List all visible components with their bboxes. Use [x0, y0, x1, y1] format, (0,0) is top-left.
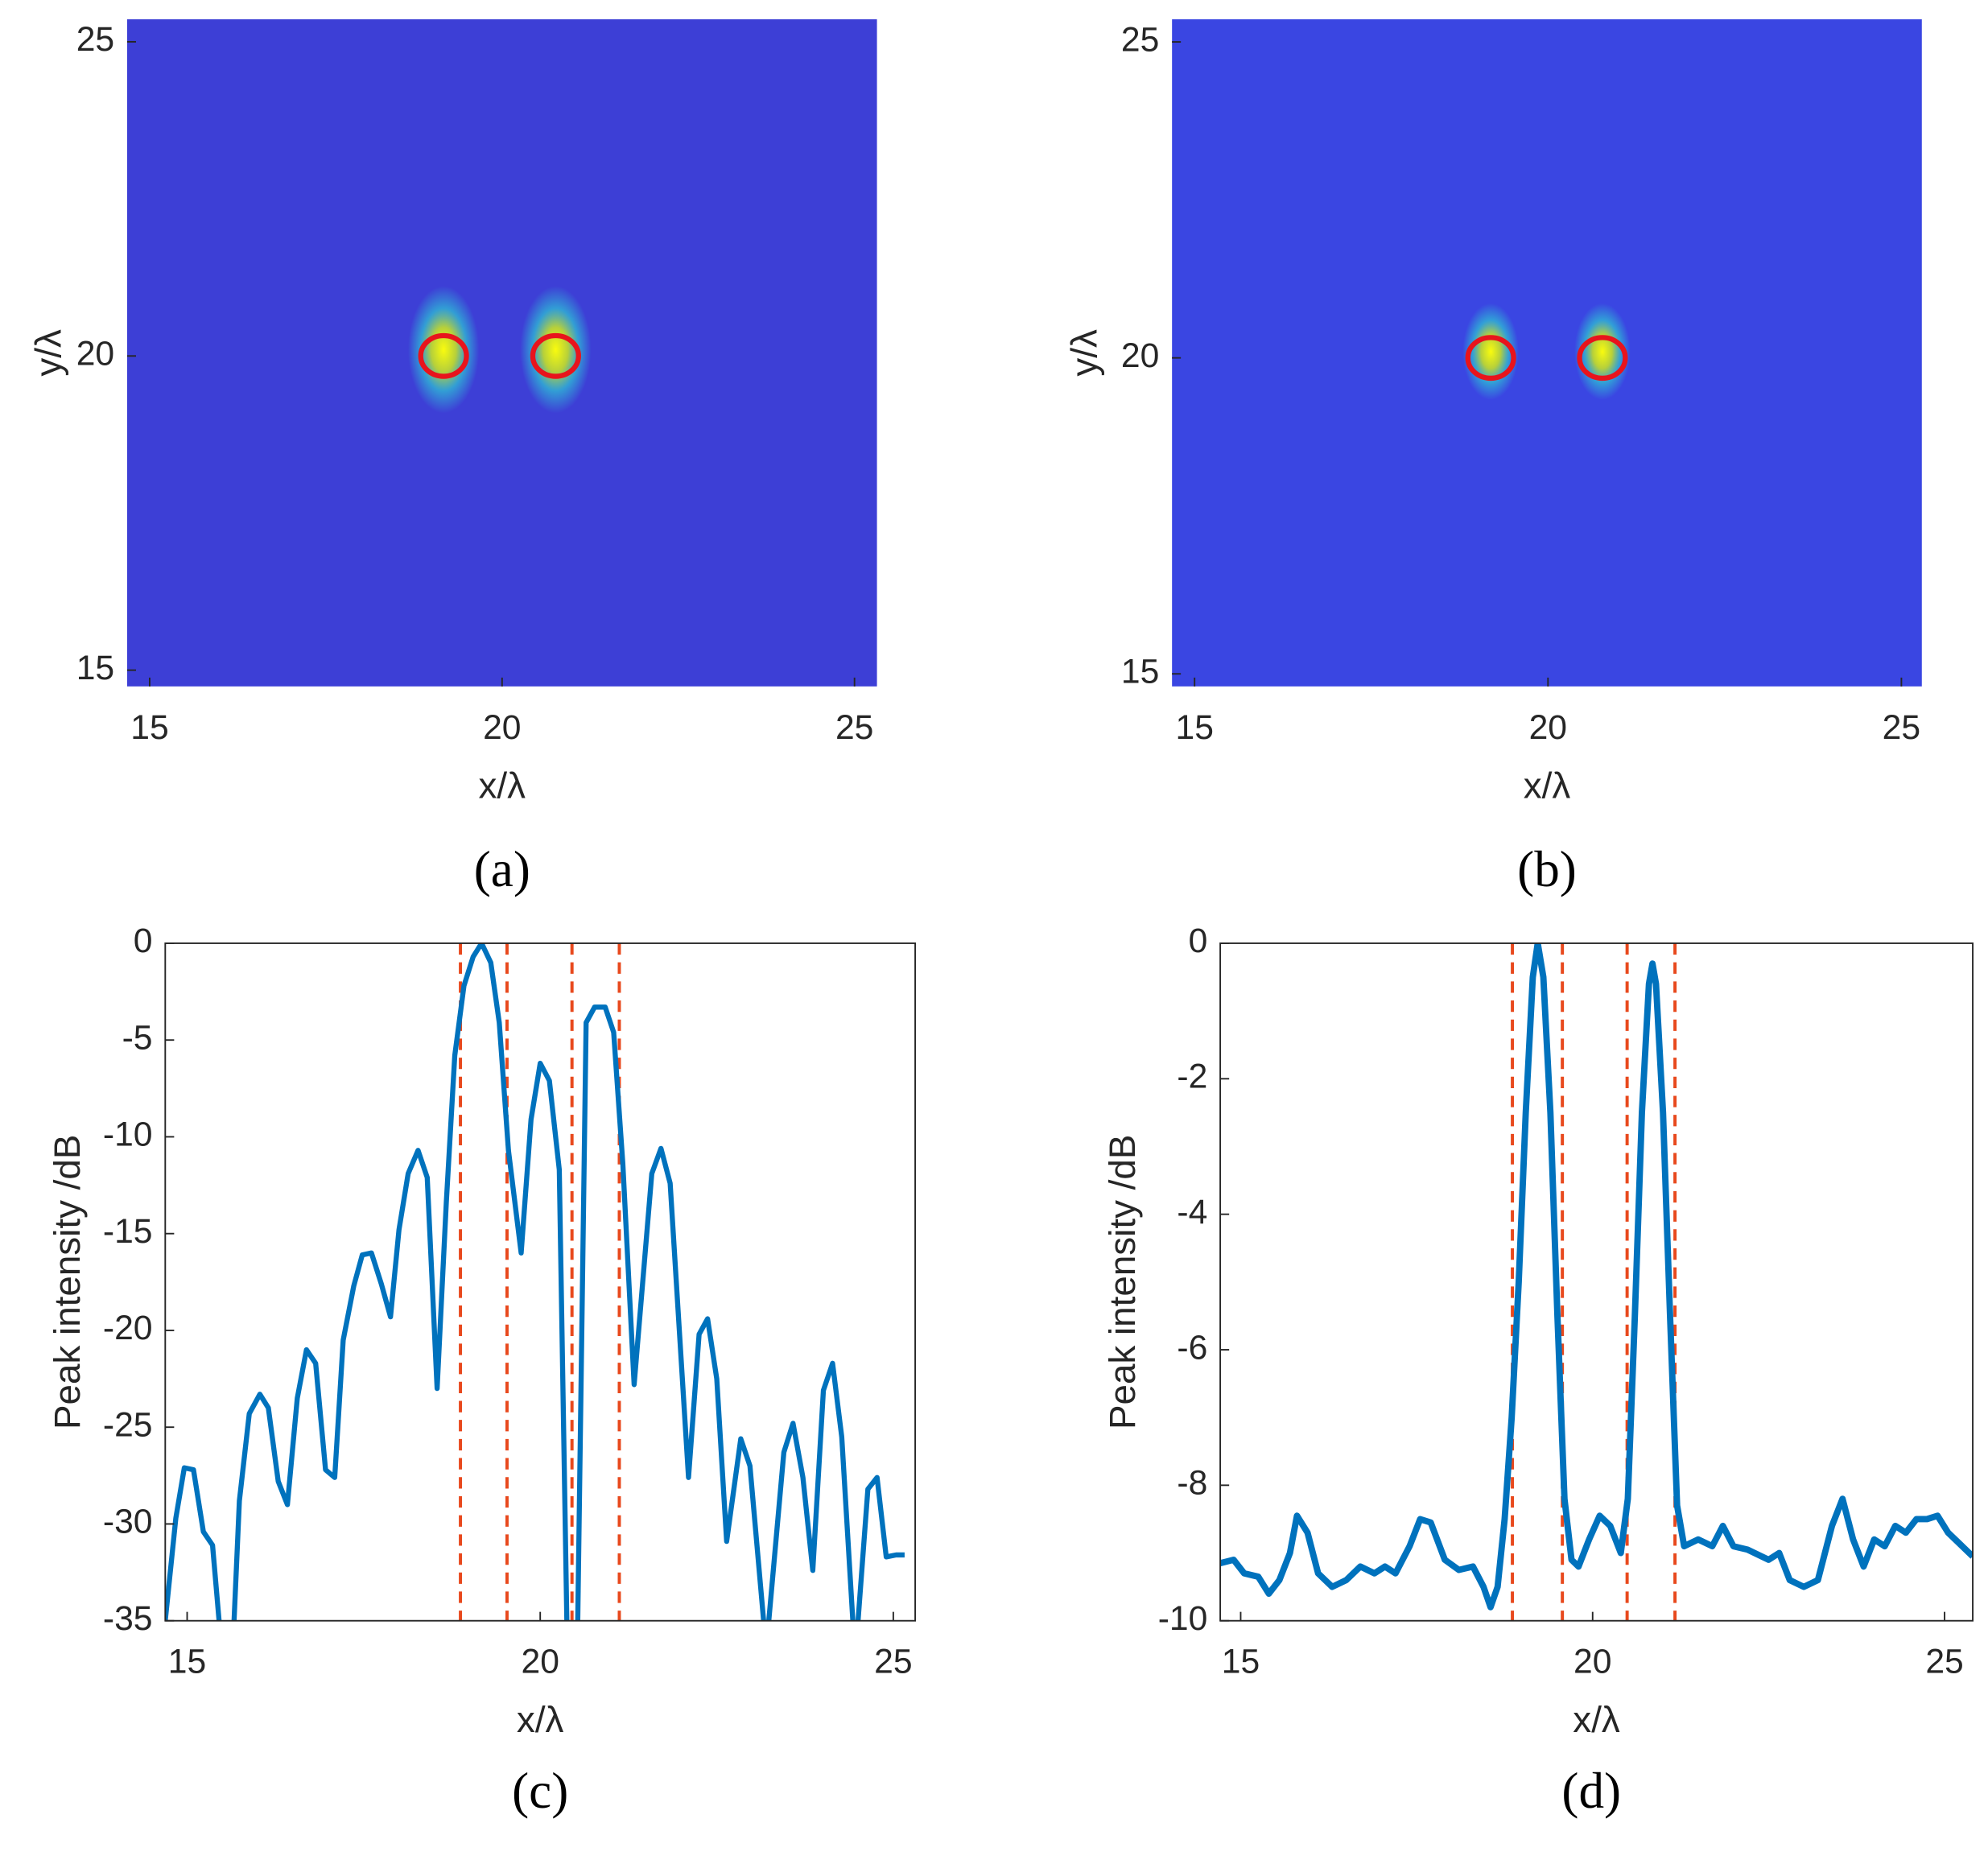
x-tick-label: 20 — [521, 1643, 559, 1681]
x-axis-label: x/λ — [517, 1699, 564, 1740]
y-tick-label: -20 — [103, 1309, 153, 1347]
y-tick-label: -15 — [103, 1212, 153, 1251]
panel-label: (a) — [474, 841, 530, 897]
y-tick-label: 20 — [1121, 336, 1159, 375]
panel-label: (b) — [1517, 841, 1577, 897]
x-tick-label: 15 — [130, 708, 168, 747]
x-tick-label: 15 — [1222, 1643, 1260, 1681]
y-tick-label: 0 — [134, 922, 153, 960]
x-tick-label: 25 — [1883, 708, 1920, 747]
x-tick-label: 25 — [835, 708, 873, 747]
plot-area — [165, 942, 916, 1621]
plot-area — [1172, 19, 1922, 687]
heatmap-background — [1172, 19, 1922, 687]
y-tick-label: -8 — [1177, 1464, 1207, 1503]
x-tick-label: 20 — [1573, 1643, 1611, 1681]
y-axis-label: y/λ — [27, 329, 68, 377]
y-tick-label: 15 — [1121, 652, 1159, 691]
x-tick-label: 20 — [1529, 708, 1567, 747]
x-tick-label: 25 — [874, 1643, 912, 1681]
x-axis-label: x/λ — [479, 765, 526, 806]
y-tick-label: -4 — [1177, 1193, 1207, 1231]
y-tick-label: -25 — [103, 1405, 153, 1444]
plot-area — [126, 19, 877, 687]
intensity-peak — [407, 286, 480, 414]
data-line — [1220, 942, 1974, 1611]
y-tick-label: 15 — [76, 649, 114, 687]
plot-background — [165, 942, 916, 1621]
x-tick-label: 25 — [1925, 1643, 1963, 1681]
panel-label: (c) — [512, 1763, 568, 1819]
y-tick-label: -10 — [1158, 1599, 1208, 1638]
x-axis-label: x/λ — [1524, 765, 1571, 806]
target-marker — [418, 332, 469, 379]
y-tick-label: 20 — [76, 335, 114, 373]
y-tick-label: 0 — [1189, 922, 1208, 960]
y-tick-label: -5 — [122, 1018, 153, 1057]
y-tick-label: -6 — [1177, 1328, 1207, 1367]
y-tick-label: -30 — [103, 1503, 153, 1541]
y-tick-label: -35 — [103, 1599, 153, 1638]
x-axis-label: x/λ — [1573, 1699, 1620, 1740]
panel-label: (d) — [1561, 1763, 1621, 1819]
x-tick-label: 20 — [483, 708, 521, 747]
target-marker — [1577, 335, 1628, 382]
y-tick-label: -2 — [1177, 1058, 1207, 1096]
y-tick-label: 25 — [1121, 20, 1159, 59]
heatmap-background — [126, 19, 877, 687]
y-axis-label: Peak intensity /dB — [1102, 1135, 1143, 1429]
target-marker — [1465, 335, 1516, 382]
y-tick-label: -10 — [103, 1116, 153, 1154]
y-axis-label: Peak intensity /dB — [47, 1135, 88, 1429]
x-tick-label: 15 — [1175, 708, 1213, 747]
axes-box — [1219, 942, 1974, 1622]
plot-area — [1220, 942, 1974, 1621]
target-marker — [530, 332, 581, 379]
y-axis-label: y/λ — [1063, 329, 1104, 377]
intensity-peak — [520, 286, 592, 414]
y-tick-label: 25 — [76, 20, 114, 59]
x-tick-label: 15 — [168, 1643, 206, 1681]
data-line — [165, 942, 905, 1621]
